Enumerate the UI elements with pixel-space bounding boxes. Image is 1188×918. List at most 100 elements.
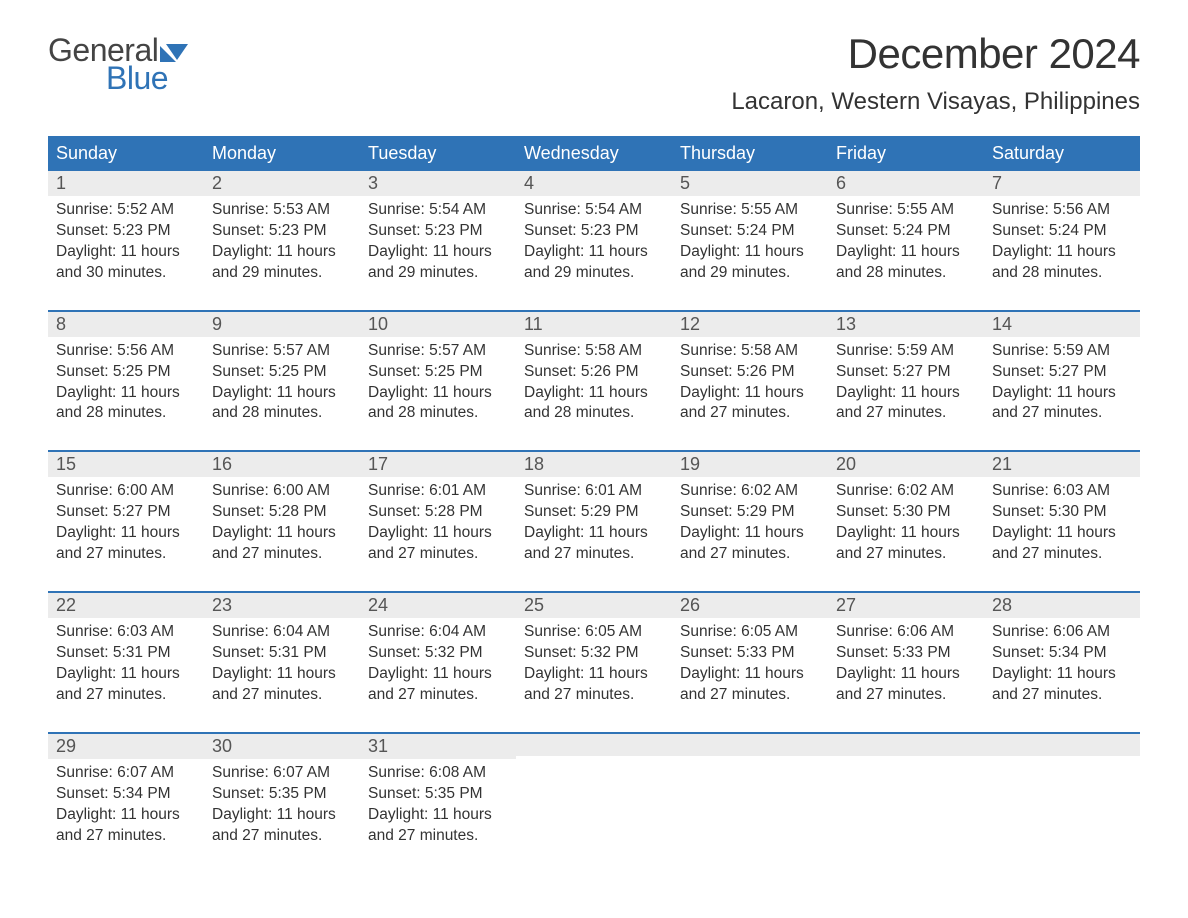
day-number: 4 <box>524 173 534 193</box>
day-data: Sunrise: 5:59 AMSunset: 5:27 PMDaylight:… <box>836 341 976 425</box>
day-number: 25 <box>524 595 544 615</box>
day-number: 20 <box>836 454 856 474</box>
day-data: Sunrise: 6:03 AMSunset: 5:30 PMDaylight:… <box>992 481 1132 565</box>
weekday-header: Wednesday <box>516 136 672 171</box>
calendar-cell: 20 Sunrise: 6:02 AMSunset: 5:30 PMDayligh… <box>828 451 984 592</box>
day-number: 29 <box>56 736 76 756</box>
calendar-cell: 31 Sunrise: 6:08 AMSunset: 5:35 PMDayligh… <box>360 733 516 873</box>
day-data: Sunrise: 6:01 AMSunset: 5:28 PMDaylight:… <box>368 481 508 565</box>
day-number: 2 <box>212 173 222 193</box>
day-data: Sunrise: 6:07 AMSunset: 5:34 PMDaylight:… <box>56 763 196 847</box>
day-number: 6 <box>836 173 846 193</box>
brand-logo: General Blue <box>48 30 188 97</box>
day-number: 30 <box>212 736 232 756</box>
day-number: 21 <box>992 454 1012 474</box>
day-number: 31 <box>368 736 388 756</box>
calendar-cell: 27 Sunrise: 6:06 AMSunset: 5:33 PMDayligh… <box>828 592 984 733</box>
day-data: Sunrise: 5:57 AMSunset: 5:25 PMDaylight:… <box>368 341 508 425</box>
day-data: Sunrise: 6:05 AMSunset: 5:33 PMDaylight:… <box>680 622 820 706</box>
calendar-cell: 17Sunrise: 6:01 AMSunset: 5:28 PMDayligh… <box>360 451 516 592</box>
calendar-cell: 5Sunrise: 5:55 AMSunset: 5:24 PMDaylight… <box>672 171 828 311</box>
day-data: Sunrise: 6:05 AMSunset: 5:32 PMDaylight:… <box>524 622 664 706</box>
day-number: 1 <box>56 173 66 193</box>
calendar-cell: 13 Sunrise: 5:59 AMSunset: 5:27 PMDayligh… <box>828 311 984 452</box>
day-data: Sunrise: 6:04 AMSunset: 5:32 PMDaylight:… <box>368 622 508 706</box>
day-number: 23 <box>212 595 232 615</box>
day-data: Sunrise: 6:00 AMSunset: 5:28 PMDaylight:… <box>212 481 352 565</box>
calendar-cell: 3 Sunrise: 5:54 AMSunset: 5:23 PMDaylight… <box>360 171 516 311</box>
day-data: Sunrise: 5:54 AMSunset: 5:23 PMDaylight:… <box>368 200 508 284</box>
calendar-cell <box>828 733 984 873</box>
calendar-cell: 15 Sunrise: 6:00 AMSunset: 5:27 PMDayligh… <box>48 451 204 592</box>
page-title: December 2024 <box>731 30 1140 78</box>
weekday-header: Saturday <box>984 136 1140 171</box>
weekday-header: Tuesday <box>360 136 516 171</box>
day-number: 12 <box>680 314 700 334</box>
day-number: 22 <box>56 595 76 615</box>
day-data: Sunrise: 5:56 AMSunset: 5:24 PMDaylight:… <box>992 200 1132 284</box>
day-number: 18 <box>524 454 544 474</box>
day-data: Sunrise: 5:56 AMSunset: 5:25 PMDaylight:… <box>56 341 196 425</box>
weekday-header: Thursday <box>672 136 828 171</box>
day-data: Sunrise: 6:04 AMSunset: 5:31 PMDaylight:… <box>212 622 352 706</box>
brand-word2: Blue <box>106 60 168 97</box>
day-data: Sunrise: 6:00 AMSunset: 5:27 PMDaylight:… <box>56 481 196 565</box>
location-subtitle: Lacaron, Western Visayas, Philippines <box>731 88 1140 116</box>
day-data: Sunrise: 6:02 AMSunset: 5:29 PMDaylight:… <box>680 481 820 565</box>
calendar-cell: 22 Sunrise: 6:03 AMSunset: 5:31 PMDayligh… <box>48 592 204 733</box>
day-data: Sunrise: 6:03 AMSunset: 5:31 PMDaylight:… <box>56 622 196 706</box>
calendar-cell: 30 Sunrise: 6:07 AMSunset: 5:35 PMDayligh… <box>204 733 360 873</box>
calendar-cell: 21 Sunrise: 6:03 AMSunset: 5:30 PMDayligh… <box>984 451 1140 592</box>
day-number: 10 <box>368 314 388 334</box>
weekday-header: Sunday <box>48 136 204 171</box>
calendar-cell: 26Sunrise: 6:05 AMSunset: 5:33 PMDayligh… <box>672 592 828 733</box>
day-data: Sunrise: 5:59 AMSunset: 5:27 PMDaylight:… <box>992 341 1132 425</box>
day-data: Sunrise: 5:57 AMSunset: 5:25 PMDaylight:… <box>212 341 352 425</box>
day-data: Sunrise: 6:08 AMSunset: 5:35 PMDaylight:… <box>368 763 508 847</box>
calendar-cell: 10 Sunrise: 5:57 AMSunset: 5:25 PMDayligh… <box>360 311 516 452</box>
day-number: 19 <box>680 454 700 474</box>
calendar-cell <box>984 733 1140 873</box>
day-number: 3 <box>368 173 378 193</box>
calendar-cell: 6 Sunrise: 5:55 AMSunset: 5:24 PMDaylight… <box>828 171 984 311</box>
weekday-header: Friday <box>828 136 984 171</box>
day-data: Sunrise: 6:06 AMSunset: 5:33 PMDaylight:… <box>836 622 976 706</box>
flag-icon <box>160 42 188 62</box>
calendar-cell: 25 Sunrise: 6:05 AMSunset: 5:32 PMDayligh… <box>516 592 672 733</box>
day-number: 8 <box>56 314 66 334</box>
calendar-cell <box>516 733 672 873</box>
calendar-cell: 4 Sunrise: 5:54 AMSunset: 5:23 PMDaylight… <box>516 171 672 311</box>
calendar-cell <box>672 733 828 873</box>
day-data: Sunrise: 6:06 AMSunset: 5:34 PMDaylight:… <box>992 622 1132 706</box>
day-number: 11 <box>524 314 543 334</box>
calendar-cell: 7Sunrise: 5:56 AMSunset: 5:24 PMDaylight… <box>984 171 1140 311</box>
day-number: 24 <box>368 595 388 615</box>
day-number: 27 <box>836 595 856 615</box>
day-data: Sunrise: 5:58 AMSunset: 5:26 PMDaylight:… <box>524 341 664 425</box>
calendar-cell: 11 Sunrise: 5:58 AMSunset: 5:26 PMDayligh… <box>516 311 672 452</box>
day-data: Sunrise: 6:01 AMSunset: 5:29 PMDaylight:… <box>524 481 664 565</box>
day-data: Sunrise: 5:55 AMSunset: 5:24 PMDaylight:… <box>836 200 976 284</box>
day-number: 9 <box>212 314 222 334</box>
day-number: 16 <box>212 454 232 474</box>
calendar-cell: 16 Sunrise: 6:00 AMSunset: 5:28 PMDayligh… <box>204 451 360 592</box>
calendar-cell: 28 Sunrise: 6:06 AMSunset: 5:34 PMDayligh… <box>984 592 1140 733</box>
calendar-cell: 14 Sunrise: 5:59 AMSunset: 5:27 PMDayligh… <box>984 311 1140 452</box>
calendar-cell: 2 Sunrise: 5:53 AMSunset: 5:23 PMDaylight… <box>204 171 360 311</box>
calendar-cell: 29 Sunrise: 6:07 AMSunset: 5:34 PMDayligh… <box>48 733 204 873</box>
calendar-cell: 19 Sunrise: 6:02 AMSunset: 5:29 PMDayligh… <box>672 451 828 592</box>
day-data: Sunrise: 6:07 AMSunset: 5:35 PMDaylight:… <box>212 763 352 847</box>
weekday-header: Monday <box>204 136 360 171</box>
day-number: 14 <box>992 314 1012 334</box>
day-number: 5 <box>680 173 690 193</box>
day-number: 13 <box>836 314 856 334</box>
day-number: 15 <box>56 454 76 474</box>
calendar-cell: 8 Sunrise: 5:56 AMSunset: 5:25 PMDaylight… <box>48 311 204 452</box>
day-data: Sunrise: 6:02 AMSunset: 5:30 PMDaylight:… <box>836 481 976 565</box>
calendar-cell: 9 Sunrise: 5:57 AMSunset: 5:25 PMDaylight… <box>204 311 360 452</box>
calendar-cell: 18 Sunrise: 6:01 AMSunset: 5:29 PMDayligh… <box>516 451 672 592</box>
day-number: 28 <box>992 595 1012 615</box>
day-data: Sunrise: 5:54 AMSunset: 5:23 PMDaylight:… <box>524 200 664 284</box>
day-data: Sunrise: 5:53 AMSunset: 5:23 PMDaylight:… <box>212 200 352 284</box>
calendar-cell: 24 Sunrise: 6:04 AMSunset: 5:32 PMDayligh… <box>360 592 516 733</box>
